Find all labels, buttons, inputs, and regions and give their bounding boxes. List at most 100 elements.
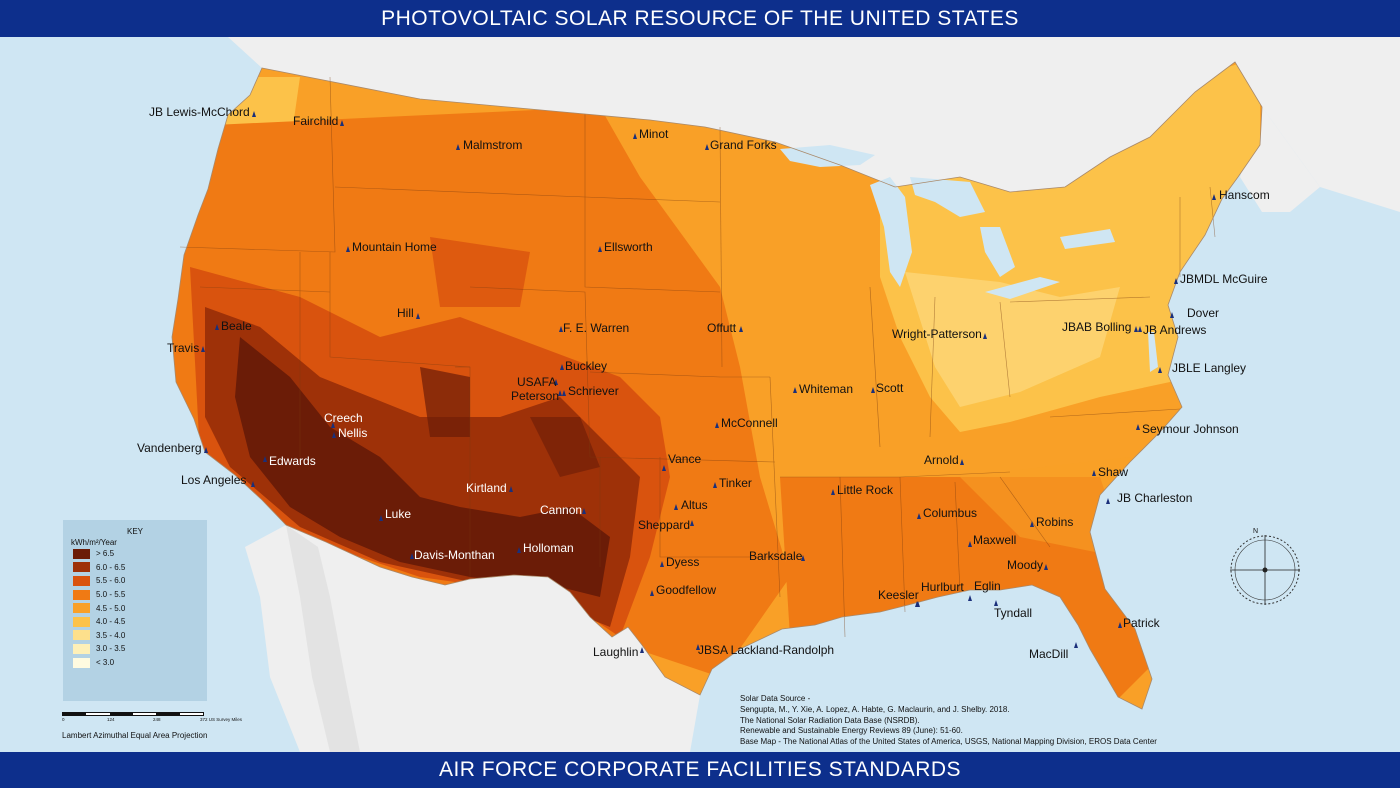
base-marker-icon [915, 601, 919, 607]
base-marker-icon [562, 390, 566, 396]
base-label: Goodfellow [656, 583, 717, 597]
data-source: Solar Data Source - Sengupta, M., Y. Xie… [740, 694, 1157, 748]
base-marker-icon [582, 508, 586, 514]
legend-item: 3.0 - 3.5 [73, 642, 207, 656]
base-marker-icon [558, 390, 562, 396]
base-label: Ellsworth [604, 240, 653, 254]
base-label: Creech [324, 411, 363, 425]
base-marker-icon [331, 422, 335, 428]
base-marker-icon [640, 647, 644, 653]
base-marker-icon [793, 387, 797, 393]
base-label: McConnell [721, 416, 778, 430]
source-line: Solar Data Source - [740, 694, 811, 703]
base-marker-icon [456, 144, 460, 150]
base-marker-icon [1170, 312, 1174, 318]
base-marker-icon [1134, 326, 1138, 332]
base-marker-icon [871, 387, 875, 393]
base-label: Maxwell [973, 533, 1017, 547]
base-marker-icon [1174, 278, 1178, 284]
base-marker-icon [251, 481, 255, 487]
base-marker-icon [598, 246, 602, 252]
base-label: Scott [876, 381, 904, 395]
legend-swatch [73, 562, 90, 573]
base-marker-icon [1074, 642, 1078, 648]
base-map [171, 37, 1400, 752]
base-label: Malmstrom [463, 138, 523, 152]
base-label: Fairchild [293, 114, 339, 128]
base-marker-icon [674, 504, 678, 510]
base-label: Travis [167, 341, 200, 355]
base-label: JB Charleston [1117, 491, 1193, 505]
base-marker-icon [983, 333, 987, 339]
scale-bar-labels: 0 124 248 372 US Survey Miles [62, 716, 302, 724]
base-marker-icon [1044, 564, 1048, 570]
legend-swatch [73, 657, 90, 668]
base-marker-icon [252, 111, 256, 117]
base-marker-icon [917, 513, 921, 519]
base-label: Tinker [719, 476, 752, 490]
base-marker-icon [204, 447, 208, 453]
base-label: MacDill [1029, 647, 1069, 661]
base-label: F. E. Warren [563, 321, 630, 335]
base-marker-icon [379, 515, 383, 521]
base-label: USAFA [517, 375, 557, 389]
base-marker-icon [660, 561, 664, 567]
legend-swatch [73, 575, 90, 586]
base-label: Edwards [269, 454, 316, 468]
base-marker-icon [968, 595, 972, 601]
source-line: Renewable and Sustainable Energy Reviews… [740, 726, 963, 736]
base-label: Whiteman [799, 382, 854, 396]
base-label: JBSA Lackland-Randolph [698, 643, 835, 657]
scale-label: 248 [153, 717, 161, 722]
base-label: Robins [1036, 515, 1074, 529]
legend-item: 4.5 - 5.0 [73, 601, 207, 615]
base-marker-icon [739, 326, 743, 332]
base-label: Grand Forks [710, 138, 777, 152]
base-label: Nellis [338, 426, 368, 440]
base-marker-icon [340, 120, 344, 126]
scale-label: 124 [107, 717, 115, 722]
base-label: Seymour Johnson [1142, 422, 1239, 436]
base-label: JB Andrews [1143, 323, 1207, 337]
base-marker-icon [263, 456, 267, 462]
page-title: PHOTOVOLTAIC SOLAR RESOURCE OF THE UNITE… [381, 6, 1019, 30]
base-marker-icon [662, 465, 666, 471]
base-label: Little Rock [837, 483, 894, 497]
base-label: Davis-Monthan [414, 548, 495, 562]
base-label: Keesler [878, 588, 919, 602]
base-marker-icon [960, 459, 964, 465]
legend-item: > 6.5 [73, 547, 207, 561]
legend-label: 5.0 - 5.5 [96, 590, 126, 600]
base-label: Luke [385, 507, 412, 521]
base-marker-icon [715, 422, 719, 428]
base-label: Moody [1007, 558, 1044, 572]
base-label: JBLE Langley [1172, 361, 1247, 375]
base-marker-icon [650, 590, 654, 596]
base-label: Eglin [974, 579, 1001, 593]
base-label: Tyndall [994, 606, 1033, 620]
solar-resource-map: KEY kWh/m²/Year > 6.5 6.0 - 6.5 5.5 - 6.0 5… [0, 37, 1400, 752]
legend-swatch [73, 589, 90, 600]
legend-unit: kWh/m²/Year [71, 538, 117, 547]
legend-label: 3.0 - 3.5 [96, 644, 126, 654]
base-label: Vance [668, 452, 702, 466]
base-label: JBAB Bolling [1062, 320, 1132, 334]
footer-banner: AIR FORCE CORPORATE FACILITIES STANDARDS [0, 752, 1400, 788]
compass-rose-icon: N [1230, 528, 1300, 605]
base-marker-icon [560, 364, 564, 370]
legend-item: 6.0 - 6.5 [73, 561, 207, 575]
base-marker-icon [968, 541, 972, 547]
legend-label: < 3.0 [96, 658, 115, 668]
legend-swatch [73, 548, 90, 559]
base-marker-icon [1030, 521, 1034, 527]
base-label: Mountain Home [352, 240, 437, 254]
base-marker-icon [994, 600, 998, 606]
legend-item: < 3.0 [73, 656, 207, 670]
base-marker-icon [215, 324, 219, 330]
base-marker-icon [410, 553, 414, 559]
base-label: Kirtland [466, 481, 507, 495]
base-marker-icon [1138, 326, 1142, 332]
base-marker-icon [801, 555, 805, 561]
legend-label: 4.0 - 4.5 [96, 617, 126, 627]
